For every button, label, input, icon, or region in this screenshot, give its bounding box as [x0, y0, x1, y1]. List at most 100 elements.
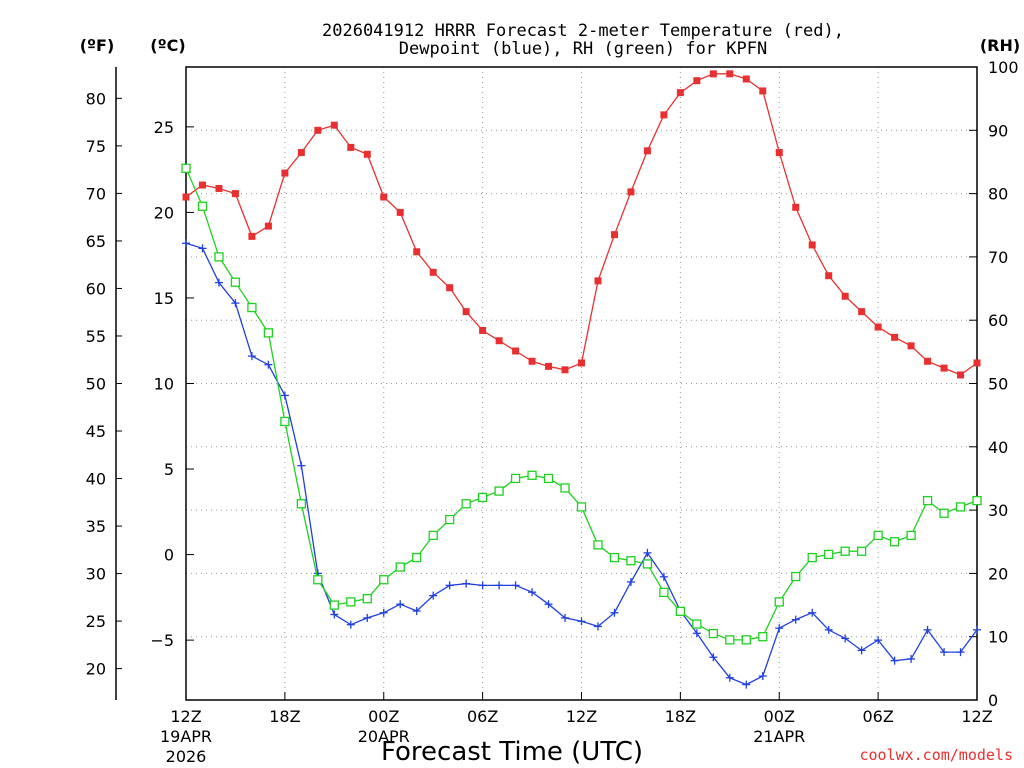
- rh-point: [791, 571, 801, 582]
- rh-tick-label: 100: [988, 58, 1019, 77]
- rh-point: [692, 619, 702, 629]
- temperature-point: [413, 248, 421, 256]
- temperature-point: [610, 231, 618, 239]
- temperature-point: [891, 333, 899, 341]
- dewpoint-point: [692, 629, 701, 638]
- dewpoint-point: [593, 622, 602, 631]
- dewpoint-point: [528, 588, 537, 597]
- rh-point: [230, 277, 241, 287]
- fahrenheit-unit-label: (ºF): [80, 36, 115, 55]
- x-tick-label: 12Z: [566, 707, 597, 726]
- data-series: [181, 70, 982, 689]
- temperature-point: [363, 150, 371, 158]
- celsius-tick-label: 10: [154, 375, 174, 394]
- temperature-point: [215, 184, 223, 192]
- rh-point: [346, 597, 356, 607]
- rh-point: [576, 502, 587, 512]
- dewpoint-point: [231, 299, 240, 308]
- rh-tick-label: 70: [988, 248, 1008, 267]
- temperature-point: [742, 75, 750, 83]
- dewpoint-point: [940, 648, 949, 657]
- dewpoint-point: [280, 391, 289, 400]
- dewpoint-point: [478, 581, 487, 590]
- temperature-point: [429, 268, 437, 276]
- rh-point: [626, 556, 636, 566]
- temperature-point: [479, 326, 487, 334]
- series-dewpoint: [182, 239, 981, 689]
- temperature-point: [676, 89, 684, 97]
- rh-point: [758, 632, 768, 642]
- rh-point: [675, 606, 686, 617]
- fahrenheit-tick-label: 80: [86, 89, 106, 108]
- rh-point: [445, 514, 455, 525]
- rh-point: [955, 502, 966, 512]
- temperature-point: [297, 149, 305, 157]
- temperature-point: [264, 222, 272, 230]
- dewpoint-point: [841, 634, 850, 643]
- x-tick-label: 12Z: [170, 707, 201, 726]
- fahrenheit-tick-label: 70: [86, 184, 106, 203]
- x-year-label: 2026: [166, 747, 207, 766]
- temperature-point: [198, 181, 206, 189]
- rh-point: [543, 473, 554, 484]
- fahrenheit-tick-label: 20: [86, 660, 106, 679]
- x-date-label: 21APR: [753, 727, 805, 746]
- dewpoint-point: [791, 615, 800, 624]
- dewpoint-point: [247, 352, 256, 361]
- chart-title-line2: Dewpoint (blue), RH (green) for KPFN: [399, 39, 767, 59]
- temperature-point: [561, 366, 569, 374]
- rh-unit-label: (RH): [980, 36, 1020, 55]
- rh-tick-label: 20: [988, 564, 1008, 583]
- dewpoint-point: [643, 548, 652, 557]
- chart-title-line1: 2026041912 HRRR Forecast 2-meter Tempera…: [322, 21, 844, 41]
- dewpoint-point: [758, 672, 767, 681]
- fahrenheit-tick-label: 25: [86, 612, 106, 631]
- fahrenheit-tick-label: 60: [86, 279, 106, 298]
- x-date-label: 19APR: [160, 727, 212, 746]
- celsius-tick-label: 20: [154, 203, 174, 222]
- temperature-point: [957, 371, 965, 379]
- rh-point: [889, 537, 900, 547]
- rh-point: [412, 552, 422, 563]
- rh-point: [395, 562, 405, 572]
- dewpoint-point: [923, 625, 932, 634]
- fahrenheit-tick-label: 55: [86, 327, 106, 346]
- temperature-point: [528, 357, 536, 365]
- temperature-point: [726, 70, 734, 78]
- rh-point: [494, 486, 504, 496]
- rh-point: [560, 483, 570, 493]
- temperature-point: [775, 149, 783, 157]
- rh-point: [214, 252, 224, 262]
- rh-point: [329, 600, 339, 610]
- temperature-point: [545, 362, 553, 370]
- rh-point: [197, 201, 208, 211]
- temperature-point: [627, 188, 635, 196]
- fahrenheit-tick-label: 30: [86, 565, 106, 584]
- rh-point: [873, 530, 883, 541]
- temperature-point: [660, 111, 668, 119]
- rh-point: [922, 495, 933, 506]
- dewpoint-point: [495, 581, 504, 590]
- x-date-label: 20APR: [358, 727, 410, 746]
- x-tick-label: 00Z: [764, 707, 795, 726]
- rh-point: [972, 495, 982, 506]
- series-temperature: [182, 70, 981, 379]
- dewpoint-point: [709, 653, 718, 662]
- dewpoint-point: [214, 278, 223, 287]
- x-tick-label: 00Z: [368, 707, 399, 726]
- temperature-point: [643, 147, 651, 155]
- temperature-point: [281, 169, 289, 177]
- celsius-tick-label: 15: [154, 289, 174, 308]
- rh-point: [856, 546, 867, 556]
- dewpoint-point: [346, 620, 355, 629]
- rh-tick-label: 10: [988, 628, 1008, 647]
- temperature-point: [380, 193, 388, 201]
- rh-point: [708, 628, 718, 639]
- temperature-point: [907, 342, 915, 350]
- fahrenheit-tick-label: 35: [86, 517, 106, 536]
- dewpoint-point: [808, 608, 817, 617]
- temperature-point: [973, 359, 981, 367]
- temperature-point: [314, 126, 322, 134]
- watermark-link[interactable]: coolwx.com/models: [859, 746, 1013, 764]
- dewpoint-point: [659, 572, 668, 581]
